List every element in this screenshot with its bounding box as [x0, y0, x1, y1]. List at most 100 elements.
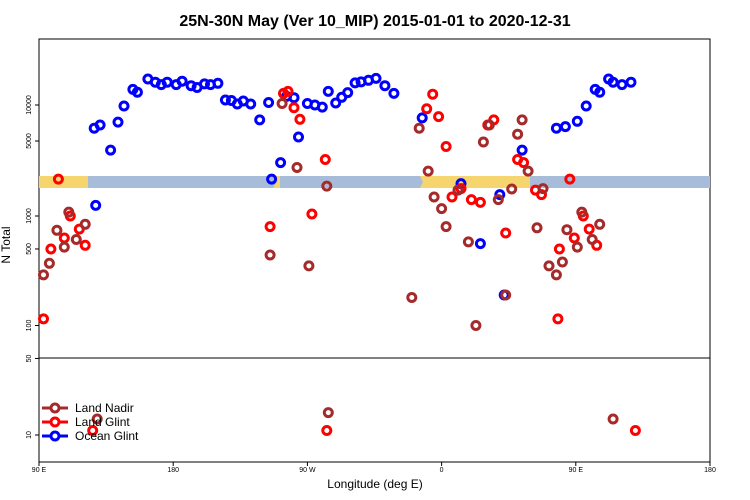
point-land-nadir: [79, 218, 91, 230]
point-land-glint: [319, 154, 331, 165]
legend-marker-land-nadir: [49, 402, 61, 414]
point-land-nadir: [428, 191, 440, 203]
point-land-nadir: [477, 136, 489, 148]
point-land-nadir: [543, 260, 555, 272]
x-axis-label: Longitude (deg E): [327, 477, 422, 491]
point-land-glint: [427, 88, 439, 100]
point-land-glint: [629, 425, 641, 436]
point-land-glint: [564, 173, 576, 185]
point-land-nadir: [561, 224, 573, 236]
x-tick-label: 180: [167, 467, 179, 474]
point-land-nadir: [413, 122, 425, 134]
point-land-glint: [518, 157, 530, 169]
point-land-glint: [38, 313, 49, 325]
legend-label-land-nadir: Land Nadir: [75, 401, 134, 415]
point-land-glint: [294, 113, 306, 125]
plot-frame: [38, 38, 711, 463]
point-land-nadir: [63, 206, 75, 218]
point-land-nadir: [70, 234, 82, 245]
point-ocean-glint: [94, 119, 106, 131]
x-axis: 90 E 180 90 W 0 90 E 180: [32, 462, 716, 474]
point-ocean-glint: [474, 238, 486, 250]
point-ocean-glint: [105, 144, 117, 156]
point-ocean-glint: [293, 131, 304, 143]
point-land-nadir: [522, 165, 534, 177]
point-ocean-glint: [416, 112, 428, 124]
point-land-nadir: [38, 269, 49, 281]
point-land-nadir: [43, 257, 55, 269]
chart-title: 25N-30N May (Ver 10_MIP) 2015-01-01 to 2…: [179, 13, 570, 30]
x-tick-label: 90 E: [569, 467, 584, 474]
point-land-glint: [583, 223, 595, 235]
point-land-nadir: [512, 128, 524, 140]
latitude-band-ocean: [88, 176, 710, 188]
point-land-nadir: [537, 183, 549, 195]
point-ocean-glint: [580, 100, 592, 112]
point-land-nadir: [436, 203, 448, 215]
point-land-nadir: [276, 98, 288, 109]
point-land-nadir: [576, 206, 588, 218]
y-axis: 10 50 100 500 1000 5000 10000: [26, 95, 39, 439]
point-land-glint: [433, 111, 445, 123]
point-ocean-glint: [516, 144, 528, 156]
point-land-glint: [264, 221, 276, 233]
y-tick-label: 5000: [26, 133, 33, 149]
point-ocean-glint: [199, 78, 210, 90]
point-ocean-glint: [322, 85, 334, 97]
legend-label-ocean-glint: Ocean Glint: [75, 429, 139, 443]
point-land-nadir: [264, 249, 276, 261]
point-land-nadir: [531, 222, 543, 234]
point-land-nadir: [586, 234, 598, 245]
point-land-glint: [52, 173, 64, 185]
point-land-glint: [321, 425, 333, 436]
point-ocean-glint: [245, 98, 257, 110]
legend-item-land-glint: Land Glint: [42, 415, 130, 429]
x-tick-label: 0: [440, 467, 444, 474]
legend-marker-ocean-glint: [49, 430, 61, 442]
point-land-nadir: [452, 184, 464, 196]
point-land-glint: [87, 425, 99, 436]
point-land-glint: [79, 239, 91, 251]
point-ocean-glint: [161, 76, 173, 88]
point-ocean-glint: [112, 116, 124, 128]
point-ocean-glint: [594, 86, 606, 98]
point-land-nadir: [321, 180, 333, 192]
point-ocean-glint: [90, 199, 102, 211]
legend-item-land-nadir: Land Nadir: [42, 401, 134, 415]
point-land-glint: [474, 196, 486, 208]
point-land-nadir: [406, 292, 418, 303]
point-ocean-glint: [266, 173, 278, 185]
point-land-glint: [553, 243, 565, 255]
point-land-nadir: [492, 194, 504, 206]
point-land-glint: [421, 103, 433, 115]
point-ocean-glint: [288, 92, 300, 104]
point-land-nadir: [550, 269, 562, 281]
point-ocean-glint: [176, 75, 188, 87]
point-land-nadir: [500, 289, 512, 301]
y-tick-label: 500: [26, 243, 33, 255]
point-ocean-glint: [330, 97, 342, 109]
point-land-nadir: [422, 165, 434, 177]
point-ocean-glint: [219, 94, 231, 106]
point-land-glint: [568, 232, 580, 244]
x-tick-label: 180: [704, 467, 716, 474]
point-land-nadir: [506, 183, 518, 195]
point-ocean-glint: [118, 100, 130, 112]
point-land-glint: [306, 208, 318, 220]
point-land-glint: [446, 191, 458, 203]
point-land-glint: [552, 313, 564, 325]
point-ocean-glint: [131, 86, 143, 98]
point-land-nadir: [440, 221, 452, 233]
point-land-nadir: [571, 241, 583, 253]
point-ocean-glint: [379, 80, 391, 92]
point-ocean-glint: [616, 79, 628, 91]
point-ocean-glint: [254, 114, 266, 126]
point-ocean-glint: [212, 77, 224, 89]
point-land-glint: [536, 189, 547, 201]
point-land-glint: [465, 194, 477, 206]
point-ocean-glint: [263, 97, 275, 108]
point-ocean-glint: [316, 101, 328, 113]
x-tick-label: 90 W: [299, 467, 316, 474]
legend: Land Nadir Land Glint Ocean Glint: [42, 401, 139, 443]
